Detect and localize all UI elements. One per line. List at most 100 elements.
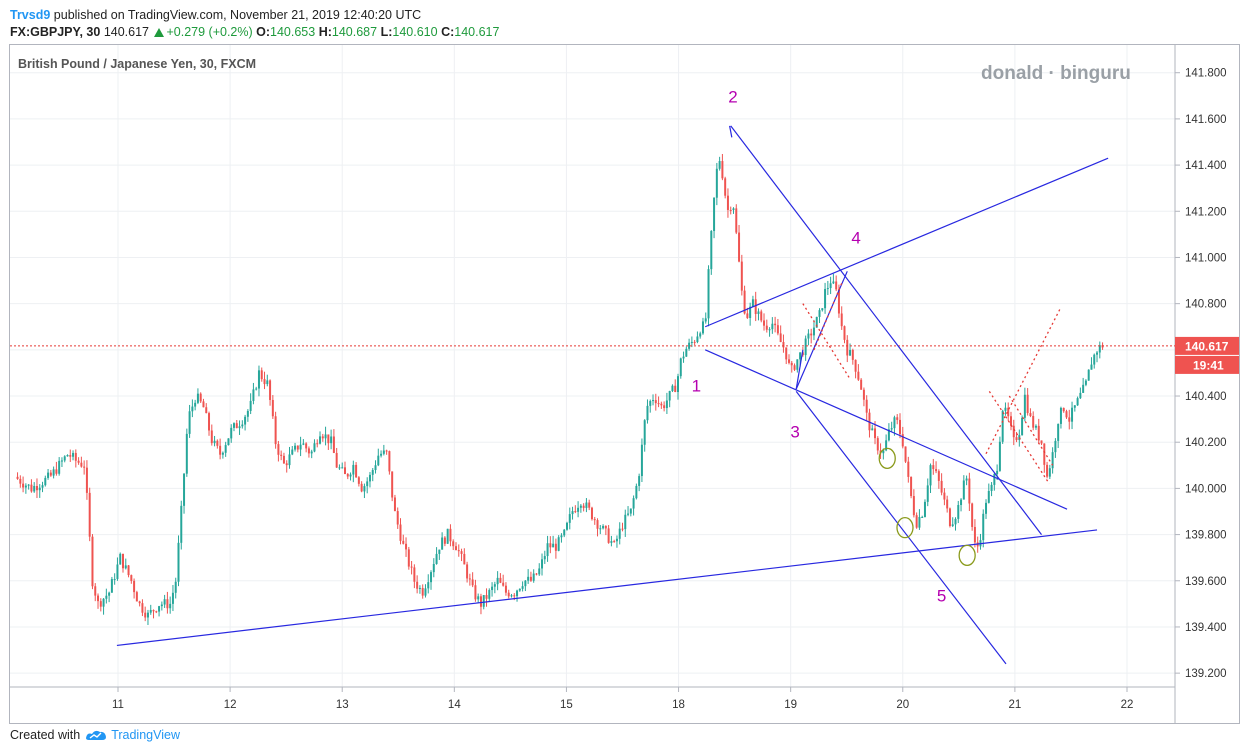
candle-body bbox=[235, 423, 238, 429]
publish-text: published on TradingView.com, November 2… bbox=[50, 8, 422, 22]
candle-body bbox=[518, 588, 521, 591]
chart-title: British Pound / Japanese Yen, 30, FXCM bbox=[18, 57, 256, 71]
candle-body bbox=[713, 197, 716, 232]
footer: Created with TradingView bbox=[10, 728, 180, 742]
candle-body bbox=[380, 453, 383, 456]
last-price-badge bbox=[1175, 336, 1239, 355]
trendlines bbox=[10, 125, 1175, 665]
candle-body bbox=[940, 480, 943, 493]
author-link[interactable]: Trvsd9 bbox=[10, 8, 51, 22]
candle-body bbox=[613, 541, 616, 543]
candle-body bbox=[957, 504, 960, 519]
candle-body bbox=[696, 336, 699, 343]
wave-label-4: 4 bbox=[851, 229, 860, 248]
candle-body bbox=[882, 450, 885, 454]
candle-body bbox=[288, 454, 291, 466]
watermark: donald · binguru bbox=[981, 63, 1131, 84]
candle-body bbox=[499, 577, 502, 583]
candle-body bbox=[857, 371, 860, 380]
candle-body bbox=[171, 592, 174, 604]
candle-body bbox=[1087, 369, 1090, 381]
candle-body bbox=[121, 553, 124, 569]
candle-body bbox=[221, 452, 224, 455]
candle-body bbox=[335, 452, 338, 468]
candle-body bbox=[768, 329, 771, 331]
candle-body bbox=[432, 563, 435, 573]
candle-body bbox=[1015, 437, 1018, 441]
candle-body bbox=[987, 490, 990, 503]
candle-body bbox=[332, 436, 335, 453]
candle-body bbox=[1026, 394, 1029, 414]
candle-body bbox=[285, 463, 288, 466]
candle-body bbox=[707, 269, 710, 319]
candle-body bbox=[862, 389, 865, 400]
candle-body bbox=[1040, 440, 1043, 444]
candle-body bbox=[965, 478, 968, 481]
candle-body bbox=[133, 580, 136, 593]
candle-body bbox=[738, 232, 741, 262]
wave-label-1: 1 bbox=[692, 376, 701, 395]
candle-body bbox=[502, 582, 505, 586]
candle-body bbox=[60, 460, 63, 462]
candle-body bbox=[443, 537, 446, 544]
candle-body bbox=[704, 318, 707, 322]
candle-body bbox=[674, 385, 677, 392]
candle-body bbox=[188, 411, 191, 434]
candle-body bbox=[1034, 425, 1037, 428]
candle-body bbox=[554, 543, 557, 551]
candle-body bbox=[799, 352, 802, 360]
candle-body bbox=[596, 520, 599, 529]
candle-body bbox=[374, 465, 377, 471]
candle-body bbox=[621, 528, 624, 530]
candle-body bbox=[649, 401, 652, 406]
candle-body bbox=[252, 389, 255, 401]
candle-body bbox=[280, 454, 283, 456]
candle-body bbox=[474, 585, 477, 600]
y-tick-label: 140.400 bbox=[1185, 391, 1227, 403]
candle-body bbox=[871, 428, 874, 431]
candle-body bbox=[405, 543, 408, 550]
candle-body bbox=[319, 436, 322, 444]
x-tick-label: 12 bbox=[224, 699, 237, 711]
publish-info: Trvsd9 published on TradingView.com, Nov… bbox=[10, 8, 421, 22]
candle-body bbox=[199, 393, 202, 402]
candle-body bbox=[249, 400, 252, 411]
candle-body bbox=[282, 455, 285, 464]
candle-body bbox=[849, 349, 852, 356]
candle-body bbox=[194, 402, 197, 407]
candle-body bbox=[163, 599, 166, 605]
candle-body bbox=[430, 572, 433, 583]
candle-body bbox=[141, 603, 144, 613]
candle-body bbox=[843, 326, 846, 340]
candle-body bbox=[602, 525, 605, 529]
candle-body bbox=[346, 474, 349, 477]
candle-body bbox=[985, 502, 988, 514]
trendline-mid-line bbox=[704, 349, 1068, 510]
candle-body bbox=[818, 310, 821, 317]
y-tick-label: 141.000 bbox=[1185, 252, 1227, 264]
candle-body bbox=[294, 445, 297, 450]
candle-body bbox=[724, 178, 727, 196]
candle-body bbox=[55, 469, 58, 474]
up-arrow-icon bbox=[154, 28, 165, 37]
candle-body bbox=[1051, 452, 1054, 469]
candle-body bbox=[954, 518, 957, 525]
candle-body bbox=[785, 347, 788, 360]
candle-body bbox=[377, 455, 380, 466]
candle-body bbox=[627, 513, 630, 515]
candle-body bbox=[399, 524, 402, 541]
candle-body bbox=[779, 333, 782, 343]
candle-body bbox=[671, 385, 674, 392]
candle-body bbox=[357, 477, 360, 484]
candle-body bbox=[77, 460, 80, 463]
candle-body bbox=[929, 465, 932, 486]
candle-body bbox=[846, 339, 849, 356]
tradingview-link[interactable]: TradingView bbox=[111, 728, 180, 742]
candle-body bbox=[138, 601, 141, 604]
change-value: +0.279 (+0.2%) bbox=[166, 25, 253, 39]
candle-body bbox=[599, 528, 602, 530]
candle-body bbox=[652, 400, 655, 402]
low-label: L: bbox=[380, 25, 393, 39]
